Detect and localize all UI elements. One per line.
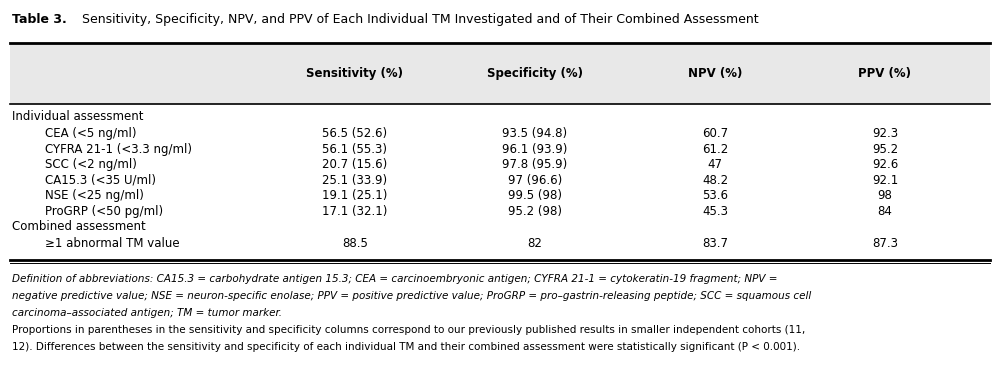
Text: 53.6: 53.6 bbox=[702, 189, 728, 203]
Text: CEA (<5 ng/ml): CEA (<5 ng/ml) bbox=[45, 127, 136, 140]
Text: 20.7 (15.6): 20.7 (15.6) bbox=[322, 158, 388, 171]
Text: 19.1 (25.1): 19.1 (25.1) bbox=[322, 189, 388, 203]
Text: CA15.3 (<35 U/ml): CA15.3 (<35 U/ml) bbox=[45, 174, 156, 187]
Text: SCC (<2 ng/ml): SCC (<2 ng/ml) bbox=[45, 158, 137, 171]
Text: 82: 82 bbox=[528, 236, 542, 250]
Text: 12). Differences between the sensitivity and specificity of each individual TM a: 12). Differences between the sensitivity… bbox=[12, 342, 800, 352]
Text: 99.5 (98): 99.5 (98) bbox=[508, 189, 562, 203]
Text: 92.3: 92.3 bbox=[872, 127, 898, 140]
Text: PPV (%): PPV (%) bbox=[858, 67, 912, 80]
Text: Table 3.: Table 3. bbox=[12, 13, 67, 26]
Text: CYFRA 21-1 (<3.3 ng/ml): CYFRA 21-1 (<3.3 ng/ml) bbox=[45, 142, 192, 156]
Text: negative predictive value; NSE = neuron-specific enolase; PPV = positive predict: negative predictive value; NSE = neuron-… bbox=[12, 291, 811, 301]
Text: NPV (%): NPV (%) bbox=[688, 67, 742, 80]
Text: 93.5 (94.8): 93.5 (94.8) bbox=[502, 127, 568, 140]
Text: ProGRP (<50 pg/ml): ProGRP (<50 pg/ml) bbox=[45, 205, 163, 218]
Text: 25.1 (33.9): 25.1 (33.9) bbox=[322, 174, 388, 187]
Text: 61.2: 61.2 bbox=[702, 142, 728, 156]
Text: 84: 84 bbox=[878, 205, 892, 218]
Text: 92.1: 92.1 bbox=[872, 174, 898, 187]
Text: 96.1 (93.9): 96.1 (93.9) bbox=[502, 142, 568, 156]
Text: 97 (96.6): 97 (96.6) bbox=[508, 174, 562, 187]
Text: Definition of abbreviations: CA15.3 = carbohydrate antigen 15.3; CEA = carcinoem: Definition of abbreviations: CA15.3 = ca… bbox=[12, 274, 778, 284]
Text: 87.3: 87.3 bbox=[872, 236, 898, 250]
Text: 95.2: 95.2 bbox=[872, 142, 898, 156]
Text: Sensitivity (%): Sensitivity (%) bbox=[306, 67, 404, 80]
Text: 17.1 (32.1): 17.1 (32.1) bbox=[322, 205, 388, 218]
Text: 88.5: 88.5 bbox=[342, 236, 368, 250]
Text: 97.8 (95.9): 97.8 (95.9) bbox=[502, 158, 568, 171]
Text: 48.2: 48.2 bbox=[702, 174, 728, 187]
Text: Individual assessment: Individual assessment bbox=[12, 110, 144, 124]
FancyBboxPatch shape bbox=[10, 43, 990, 104]
Text: carcinoma–associated antigen; TM = tumor marker.: carcinoma–associated antigen; TM = tumor… bbox=[12, 308, 282, 318]
Text: 83.7: 83.7 bbox=[702, 236, 728, 250]
Text: 98: 98 bbox=[878, 189, 892, 203]
Text: 95.2 (98): 95.2 (98) bbox=[508, 205, 562, 218]
Text: Sensitivity, Specificity, NPV, and PPV of Each Individual TM Investigated and of: Sensitivity, Specificity, NPV, and PPV o… bbox=[82, 13, 759, 26]
Text: Specificity (%): Specificity (%) bbox=[487, 67, 583, 80]
Text: 56.1 (55.3): 56.1 (55.3) bbox=[322, 142, 388, 156]
Text: 60.7: 60.7 bbox=[702, 127, 728, 140]
Text: 47: 47 bbox=[708, 158, 722, 171]
Text: NSE (<25 ng/ml): NSE (<25 ng/ml) bbox=[45, 189, 144, 203]
Text: Proportions in parentheses in the sensitivity and specificity columns correspond: Proportions in parentheses in the sensit… bbox=[12, 325, 805, 335]
Text: 45.3: 45.3 bbox=[702, 205, 728, 218]
Text: 92.6: 92.6 bbox=[872, 158, 898, 171]
Text: Combined assessment: Combined assessment bbox=[12, 220, 146, 233]
Text: 56.5 (52.6): 56.5 (52.6) bbox=[322, 127, 388, 140]
Text: ≥1 abnormal TM value: ≥1 abnormal TM value bbox=[45, 236, 180, 250]
